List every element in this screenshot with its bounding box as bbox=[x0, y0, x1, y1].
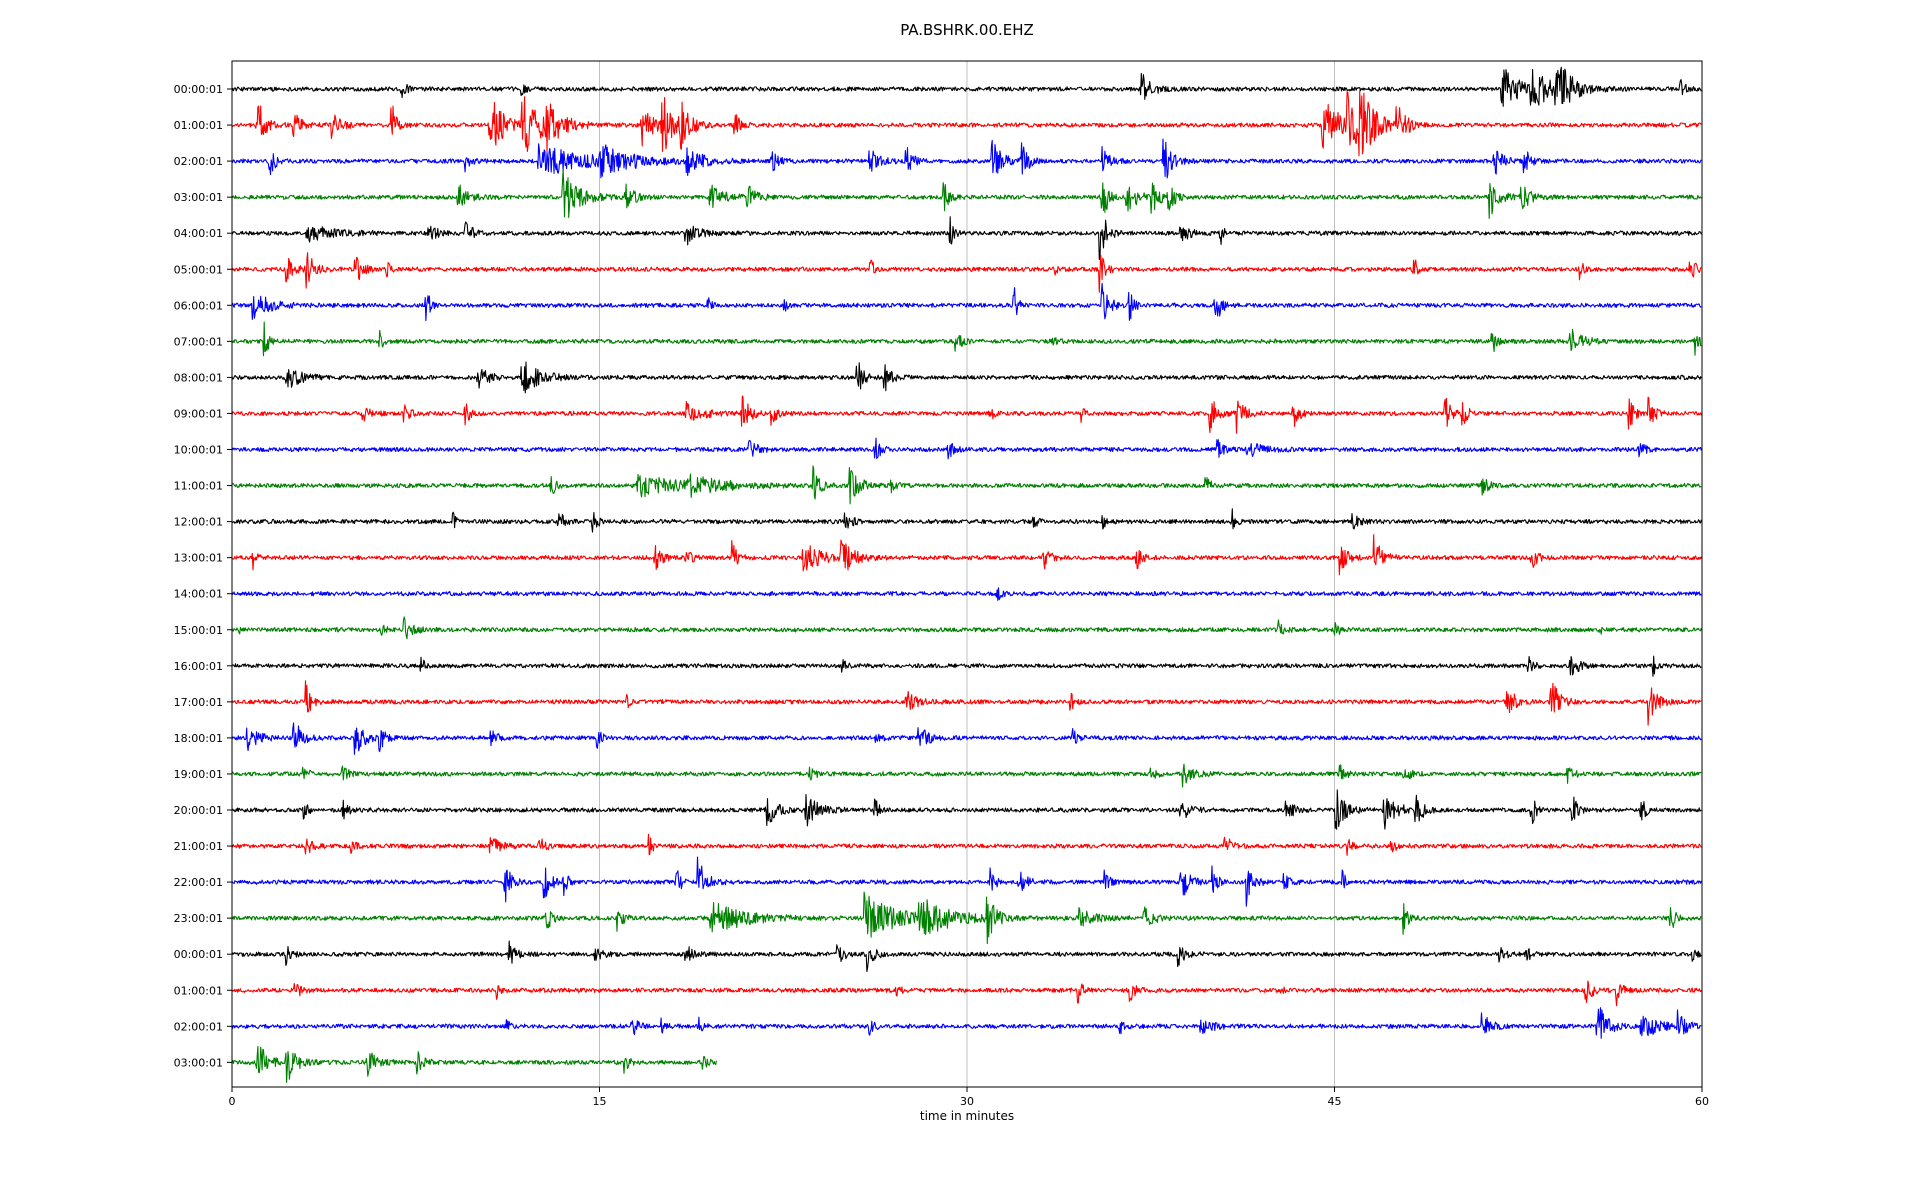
trace-line bbox=[231, 891, 1702, 945]
trace-line bbox=[231, 168, 1702, 219]
row-time-label: 20:00:01 bbox=[174, 804, 223, 817]
x-tick-label: 15 bbox=[593, 1095, 607, 1108]
row-time-label: 13:00:01 bbox=[174, 552, 223, 565]
row-time-label: 10:00:01 bbox=[174, 444, 223, 457]
x-tick-label: 45 bbox=[1328, 1095, 1342, 1108]
trace-line bbox=[231, 321, 1702, 357]
x-tick-label: 60 bbox=[1695, 1095, 1709, 1108]
x-tick-label: 30 bbox=[960, 1095, 974, 1108]
trace-line bbox=[231, 940, 1702, 973]
row-time-labels: 00:00:01 01:00:01 02:00:01 03:00:01 04:00:01… bbox=[174, 83, 232, 1069]
row-time-label: 01:00:01 bbox=[174, 984, 223, 997]
trace-line bbox=[231, 1007, 1702, 1039]
trace-line bbox=[231, 1045, 717, 1084]
row-time-label: 01:00:01 bbox=[174, 119, 223, 132]
row-time-label: 03:00:01 bbox=[174, 191, 223, 204]
row-time-label: 09:00:01 bbox=[174, 407, 223, 420]
trace-line bbox=[231, 789, 1702, 830]
row-time-label: 19:00:01 bbox=[174, 768, 223, 781]
trace-line bbox=[231, 282, 1702, 322]
row-time-label: 15:00:01 bbox=[174, 624, 223, 637]
trace-line bbox=[231, 833, 1702, 857]
trace-line bbox=[231, 763, 1702, 788]
row-time-label: 22:00:01 bbox=[174, 876, 223, 889]
row-time-label: 07:00:01 bbox=[174, 335, 223, 348]
x-axis-label: time in minutes bbox=[920, 1109, 1014, 1123]
trace-line bbox=[231, 856, 1702, 907]
row-time-label: 02:00:01 bbox=[174, 1020, 223, 1033]
trace-line bbox=[231, 680, 1702, 726]
row-time-label: 23:00:01 bbox=[174, 912, 223, 925]
trace-line bbox=[231, 437, 1702, 460]
trace-line bbox=[231, 395, 1702, 434]
trace-line bbox=[231, 655, 1702, 677]
row-time-label: 00:00:01 bbox=[174, 83, 223, 96]
chart-title: PA.BSHRK.00.EHZ bbox=[900, 21, 1034, 39]
row-time-label: 02:00:01 bbox=[174, 155, 223, 168]
trace-line bbox=[231, 616, 1702, 640]
row-time-label: 14:00:01 bbox=[174, 588, 223, 601]
trace-line bbox=[231, 587, 1702, 601]
trace-line bbox=[231, 722, 1702, 755]
row-time-label: 00:00:01 bbox=[174, 948, 223, 961]
trace-line bbox=[231, 361, 1702, 394]
row-time-label: 12:00:01 bbox=[174, 516, 223, 529]
trace-rows bbox=[231, 66, 1702, 1084]
trace-line bbox=[231, 66, 1702, 107]
trace-line bbox=[231, 138, 1702, 179]
row-time-label: 18:00:01 bbox=[174, 732, 223, 745]
trace-line bbox=[232, 534, 1702, 576]
row-time-label: 16:00:01 bbox=[174, 660, 223, 673]
row-time-label: 06:00:01 bbox=[174, 299, 223, 312]
trace-line bbox=[231, 252, 1702, 293]
row-time-label: 21:00:01 bbox=[174, 840, 223, 853]
row-time-label: 04:00:01 bbox=[174, 227, 223, 240]
x-tick-label: 0 bbox=[229, 1095, 236, 1108]
trace-line bbox=[231, 90, 1702, 157]
row-time-label: 17:00:01 bbox=[174, 696, 223, 709]
row-time-label: 11:00:01 bbox=[174, 480, 223, 493]
grid-lines bbox=[599, 61, 1335, 1087]
row-time-label: 05:00:01 bbox=[174, 263, 223, 276]
trace-line bbox=[231, 980, 1702, 1007]
trace-line bbox=[231, 465, 1702, 505]
trace-line bbox=[231, 216, 1702, 261]
row-time-label: 03:00:01 bbox=[174, 1056, 223, 1069]
x-axis-ticks: 0 15 30 45 60 bbox=[229, 1087, 1709, 1108]
trace-line bbox=[231, 508, 1702, 533]
row-time-label: 08:00:01 bbox=[174, 371, 223, 384]
